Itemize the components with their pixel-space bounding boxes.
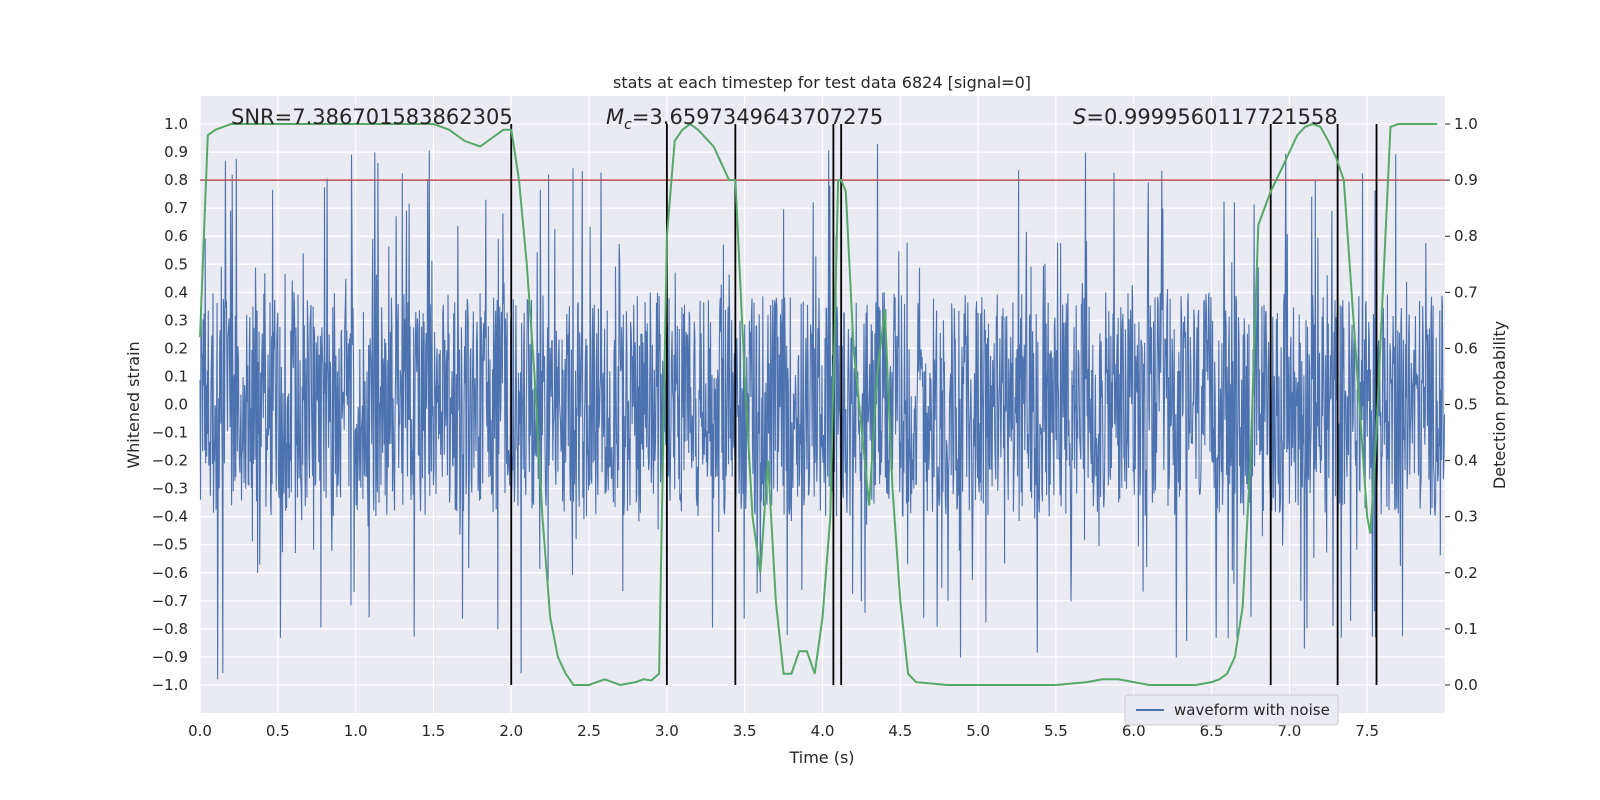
y-tick-label: −0.1 [152,424,188,442]
y-tick-label: 1.0 [164,115,188,133]
y-tick-label: −0.4 [152,508,188,526]
y2-tick-label: 1.0 [1454,115,1478,133]
y-tick-label: 0.9 [164,143,188,161]
y-tick-label: −0.8 [152,620,188,638]
y2-tick-label: 0.7 [1454,283,1478,301]
y2-tick-label: 0.1 [1454,620,1478,638]
mc-annotation: Mc=3.6597349643707275 [606,105,883,133]
snr-annotation: SNR=7.386701583862305 [231,105,513,129]
legend-entry-waveform: waveform with noise [1174,701,1330,719]
x-tick-label: 1.0 [344,722,368,740]
legend-box [1124,694,1339,726]
y-tick-label: −0.2 [152,452,188,470]
x-ticks: 0.0 0.5 1.0 1.5 2.0 2.5 3.0 3.5 4.0 4.5 5.0 5.5 6.0 6… [188,722,1379,740]
y-tick-label: −0.6 [152,564,188,582]
x-tick-label: 5.0 [966,722,990,740]
x-tick-label: 6.5 [1200,722,1224,740]
y-tick-label: 0.7 [164,199,188,217]
x-tick-label: 3.5 [733,722,757,740]
y2-tick-label: 0.5 [1454,396,1478,414]
x-axis-label: Time (s) [788,748,854,767]
probability-line [199,122,1438,687]
x-tick-label: 0.5 [266,722,290,740]
x-tick-label: 7.5 [1355,722,1379,740]
x-tick-label: 5.5 [1044,722,1068,740]
y-tick-label: −0.3 [152,480,188,498]
x-tick-label: 2.0 [499,722,523,740]
y-tick-label: 0.6 [164,227,188,245]
y-tick-label: −0.5 [152,536,188,554]
x-tick-label: 7.0 [1277,722,1301,740]
waveform-series [199,143,1446,680]
y-tick-label: 0.2 [164,339,188,357]
x-tick-label: 1.5 [422,722,446,740]
y2-tick-label: 0.0 [1454,676,1478,694]
y2-tick-label: 0.8 [1454,227,1478,245]
y-tick-label: −1.0 [152,676,188,694]
y2-tick-label: 0.4 [1454,452,1478,470]
y-ticks: 1.0 0.9 0.8 0.7 0.6 0.5 0.4 0.3 0.2 0.1 0.0 −0.1 −0.… [152,115,188,694]
chart-title: stats at each timestep for test data 682… [613,73,1031,92]
y-tick-label: 0.8 [164,171,188,189]
x-tick-label: 2.5 [577,722,601,740]
y-tick-label: 0.5 [164,255,188,273]
y2-ticks: 1.0 0.9 0.8 0.7 0.6 0.5 0.4 0.3 0.2 0.1 0.0 [1445,115,1478,694]
x-tick-label: 4.0 [811,722,835,740]
y-tick-label: −0.9 [152,648,188,666]
legend: waveform with noise [1124,694,1339,726]
y2-tick-label: 0.6 [1454,339,1478,357]
x-tick-label: 4.5 [888,722,912,740]
y2-tick-label: 0.9 [1454,171,1478,189]
vertical-lines [510,124,1378,685]
y-axis-label: Whitened strain [124,341,143,468]
s-annotation: S=0.9999560117721558 [1073,105,1338,129]
x-tick-label: 0.0 [188,722,212,740]
x-tick-label: 6.0 [1122,722,1146,740]
y2-axis-label: Detection probability [1490,321,1509,489]
y-tick-label: −0.7 [152,592,188,610]
y2-tick-label: 0.3 [1454,508,1478,526]
y2-tick-label: 0.2 [1454,564,1478,582]
x-tick-label: 3.0 [655,722,679,740]
y-tick-label: 0.4 [164,283,188,301]
probability-series [199,122,1438,687]
y-tick-label: 0.3 [164,311,188,329]
waveform-line [199,143,1446,680]
y-tick-label: 0.1 [164,367,188,385]
y-tick-label: 0.0 [164,396,188,414]
